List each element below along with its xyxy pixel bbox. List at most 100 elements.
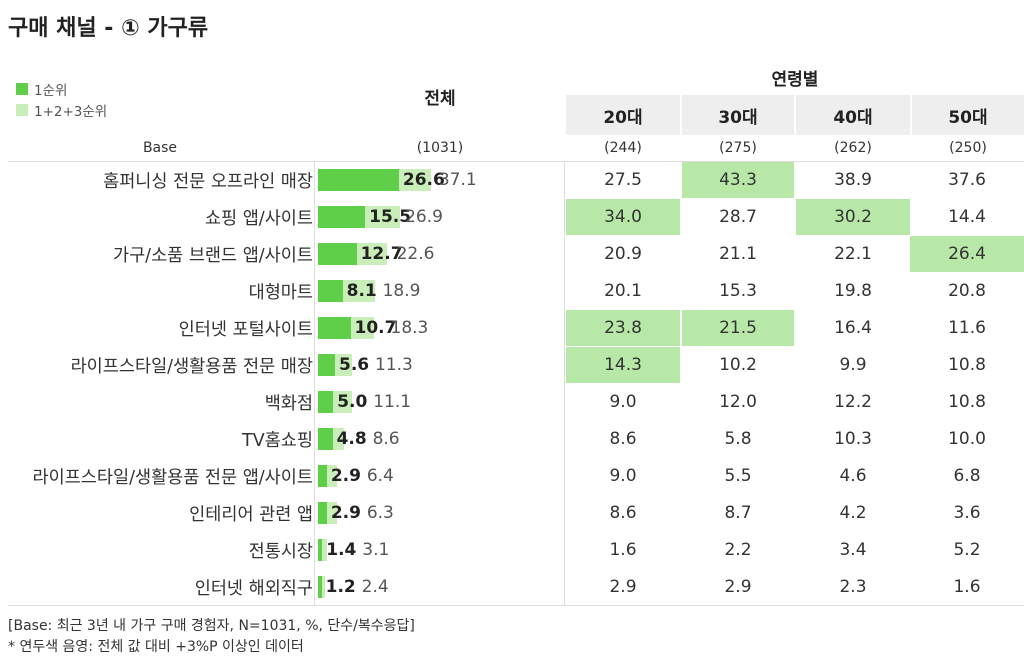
age-cell: 20.1 xyxy=(604,281,642,301)
value-label-rank1: 26.6 xyxy=(402,170,445,190)
category-label: 인터넷 해외직구 xyxy=(194,578,313,599)
age-cell: 21.1 xyxy=(719,244,757,264)
age-cell: 10.0 xyxy=(948,429,986,449)
age-header-20s: 20대 xyxy=(566,95,680,135)
age-cell: 16.4 xyxy=(834,318,872,338)
age-cell: 1.6 xyxy=(953,577,981,597)
age-cell: 20.9 xyxy=(604,244,642,264)
age-cell: 2.9 xyxy=(724,577,752,597)
value-label-rank1: 8.1 xyxy=(346,281,377,301)
bar-rank1 xyxy=(318,317,351,339)
bar-rank1 xyxy=(318,206,366,228)
age-cell: 10.8 xyxy=(948,355,986,375)
age-cell: 10.2 xyxy=(719,355,757,375)
legend-swatch-rank123 xyxy=(16,103,28,116)
age-cell: 3.6 xyxy=(953,503,981,523)
bar-rank1 xyxy=(318,354,336,376)
value-label-rank1: 1.4 xyxy=(326,540,357,560)
category-label: TV홈쇼핑 xyxy=(242,430,313,451)
value-label-rank1: 2.9 xyxy=(330,503,361,523)
table-divider xyxy=(564,162,565,606)
category-label: 쇼핑 앱/사이트 xyxy=(204,208,313,229)
bar-rank1 xyxy=(318,502,327,524)
age-cell: 11.6 xyxy=(948,318,986,338)
value-label-rank1: 5.0 xyxy=(337,392,368,412)
footnote-base: [Base: 최근 3년 내 가구 구매 경험자, N=1031, %, 단수/… xyxy=(8,618,415,634)
category-label: 인터넷 포털사이트 xyxy=(178,319,313,340)
base-20s: (244) xyxy=(604,140,642,156)
age-cell: 10.8 xyxy=(948,392,986,412)
age-header-40s: 40대 xyxy=(796,95,910,135)
age-cell: 12.2 xyxy=(834,392,872,412)
age-cell: 9.0 xyxy=(609,466,637,486)
age-cell: 22.1 xyxy=(834,244,872,264)
value-label-rank123: 11.3 xyxy=(375,355,413,375)
footnote-highlight: * 연두색 음영: 전체 값 대비 +3%P 이상인 데이터 xyxy=(8,639,304,655)
bottom-divider xyxy=(8,605,1024,606)
age-header-50s: 50대 xyxy=(912,95,1024,135)
bar-rank123 xyxy=(318,539,328,561)
value-label-rank123: 37.1 xyxy=(438,170,477,190)
legend-label-rank1: 1순위 xyxy=(34,82,68,99)
base-label: Base xyxy=(142,140,178,156)
category-label: 인테리어 관련 앱 xyxy=(189,504,313,525)
age-cell: 4.6 xyxy=(839,466,867,486)
age-cell: 4.2 xyxy=(839,503,867,523)
value-label-rank1: 1.2 xyxy=(325,577,356,597)
value-label-rank1: 15.5 xyxy=(369,207,412,227)
age-cell: 19.8 xyxy=(834,281,872,301)
age-cell: 9.9 xyxy=(839,355,867,375)
age-cell: 10.3 xyxy=(834,429,872,449)
category-label: 전통시장 xyxy=(248,541,313,562)
age-cell: 8.6 xyxy=(609,503,637,523)
value-label-rank123: 2.4 xyxy=(361,577,389,597)
age-cell: 34.0 xyxy=(566,199,680,235)
base-40s: (262) xyxy=(834,140,872,156)
base-30s: (275) xyxy=(719,140,757,156)
age-cell: 21.5 xyxy=(682,310,794,346)
value-label-rank123: 8.6 xyxy=(372,429,400,449)
age-group-header: 연령별 xyxy=(771,69,819,90)
category-label: 라이프스타일/생활용품 전문 앱/사이트 xyxy=(32,467,313,488)
age-cell: 27.5 xyxy=(604,170,642,190)
bar-rank1 xyxy=(318,169,399,191)
value-label-rank123: 11.1 xyxy=(373,392,412,412)
age-cell: 5.8 xyxy=(724,429,752,449)
age-cell: 14.4 xyxy=(948,207,986,227)
age-cell: 23.8 xyxy=(566,310,680,346)
base-50s: (250) xyxy=(949,140,987,156)
bar-rank123 xyxy=(318,576,326,598)
legend-item-rank1: 1순위 xyxy=(16,78,107,99)
age-cell: 8.6 xyxy=(609,429,637,449)
age-cell: 37.6 xyxy=(948,170,986,190)
category-label: 라이프스타일/생활용품 전문 매장 xyxy=(70,356,313,377)
base-total: (1031) xyxy=(416,140,464,156)
age-cell: 26.4 xyxy=(910,236,1024,272)
value-label-rank123: 22.6 xyxy=(396,244,435,264)
age-cell: 2.9 xyxy=(609,577,637,597)
age-cell: 2.2 xyxy=(724,540,752,560)
total-column-header: 전체 xyxy=(424,89,456,109)
age-cell: 30.2 xyxy=(796,199,910,235)
bar-rank1 xyxy=(318,243,357,265)
bar-rank1 xyxy=(318,428,333,450)
header-divider xyxy=(8,161,1024,162)
value-label-rank123: 3.1 xyxy=(362,540,390,560)
value-label-rank1: 2.9 xyxy=(330,466,361,486)
category-label: 백화점 xyxy=(264,393,313,414)
age-cell: 6.8 xyxy=(953,466,981,486)
bar-rank1 xyxy=(318,576,322,598)
age-cell: 38.9 xyxy=(834,170,872,190)
category-label: 홈퍼니싱 전문 오프라인 매장 xyxy=(103,171,313,192)
legend-label-rank123: 1+2+3순위 xyxy=(34,103,108,120)
age-cell: 28.7 xyxy=(719,207,757,227)
age-cell: 3.4 xyxy=(839,540,867,560)
age-cell: 5.2 xyxy=(953,540,981,560)
value-label-rank1: 5.6 xyxy=(339,355,370,375)
age-cell: 5.5 xyxy=(724,466,752,486)
value-label-rank123: 26.9 xyxy=(405,207,443,227)
value-label-rank1: 4.8 xyxy=(336,429,367,449)
category-label: 가구/소품 브랜드 앱/사이트 xyxy=(112,245,313,266)
age-cell: 43.3 xyxy=(682,162,794,198)
age-cell: 9.0 xyxy=(609,392,637,412)
